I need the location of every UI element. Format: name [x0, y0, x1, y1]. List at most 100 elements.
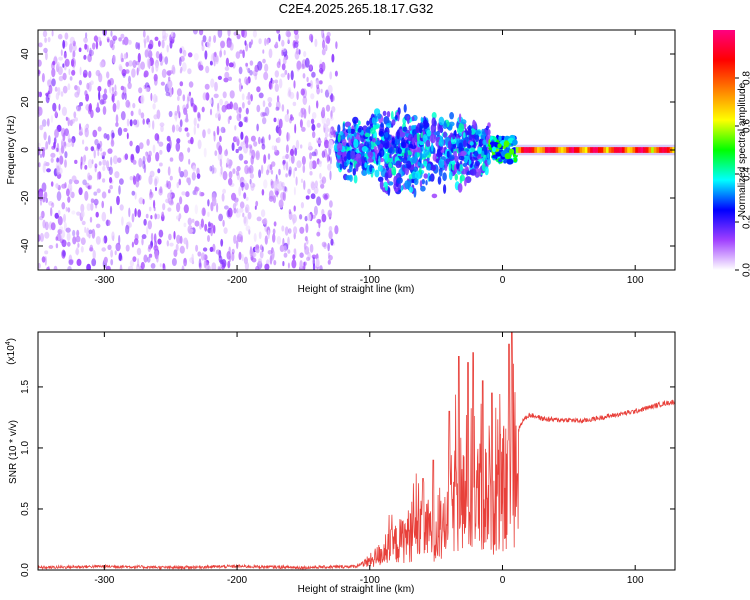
spectrogram-cell	[179, 171, 185, 178]
spectrogram-cell	[119, 65, 123, 72]
spectrogram-cell	[352, 116, 359, 124]
spectrogram-cell	[263, 217, 268, 226]
spectrogram-cell	[437, 125, 444, 133]
spectrogram-cell	[101, 200, 104, 209]
spectrogram-cell	[495, 152, 502, 157]
spectrogram-cell	[309, 160, 313, 170]
spectrogram-cell	[54, 86, 58, 92]
spectrogram-cell	[148, 244, 153, 250]
spectrogram-cell	[38, 106, 43, 116]
spectrogram-cell	[248, 164, 254, 174]
spectrogram-cell	[245, 196, 249, 201]
spectrogram-cell	[109, 185, 113, 190]
spectrogram-cell	[285, 144, 289, 154]
spectrogram-cell	[327, 252, 331, 258]
spectrogram-cell	[270, 169, 274, 175]
spectrogram-cell	[258, 169, 262, 179]
spectrogram-cell	[66, 188, 70, 197]
spectrogram-cell	[77, 243, 80, 248]
spectrogram-cell	[179, 245, 185, 254]
spectrogram-cell	[111, 93, 115, 103]
spectrogram-cell	[71, 57, 76, 68]
spectrogram-cell	[118, 234, 121, 245]
spectrogram-cell	[219, 50, 223, 58]
spectrogram-cell	[198, 64, 204, 71]
spectrogram-cell	[316, 139, 322, 144]
spectrogram-cell	[142, 118, 145, 125]
spectrogram-cell	[324, 139, 330, 149]
spectrogram-cell	[183, 237, 188, 245]
spectrogram-cell	[239, 201, 245, 209]
spectrogram-cell	[114, 171, 120, 179]
spectrogram-cell	[102, 151, 107, 156]
spectrogram-cell	[311, 123, 316, 132]
x-tick-label: -200	[227, 275, 247, 286]
spectrogram-cell	[431, 112, 437, 119]
spectrogram-cell	[101, 211, 107, 222]
spectrogram-cell	[84, 190, 89, 201]
spectrogram-cell	[270, 178, 273, 186]
spectrogram-cell	[451, 147, 454, 154]
spectrogram-cell	[243, 116, 248, 123]
spectrogram-cell	[364, 162, 368, 169]
spectrogram-cell	[462, 139, 467, 148]
spectrogram-cell	[458, 122, 465, 133]
spectrogram-cell	[88, 49, 94, 57]
spectrogram-cell	[491, 154, 498, 159]
spectrogram-cell	[231, 142, 235, 152]
spectrogram-cell	[169, 175, 173, 181]
spectrogram-cell	[327, 128, 332, 133]
spectrogram-cell	[213, 35, 217, 43]
spectrogram-cell	[179, 47, 183, 54]
spectrogram-cell	[262, 100, 266, 108]
spectrogram-cell	[485, 125, 489, 131]
spectrogram-cell	[60, 49, 63, 56]
spectrogram-cell	[184, 118, 189, 123]
spectrogram-cell	[314, 38, 318, 48]
spectrogram-cell	[236, 165, 241, 172]
spectrogram-cell	[125, 99, 130, 108]
spectrogram-cell	[276, 95, 280, 103]
spectrogram-cell	[64, 159, 67, 168]
spectrogram-cell	[269, 164, 273, 171]
spectrogram-cell	[69, 36, 75, 45]
snr-x-ticks: -300 -200 -100 0 100	[94, 332, 644, 586]
spectrogram-cell	[421, 179, 425, 185]
spectrogram-cell	[274, 145, 278, 153]
spectrogram-cell	[110, 139, 115, 147]
spectrogram-cell	[152, 103, 156, 110]
spectrogram-cell	[94, 139, 99, 146]
spectrogram-cell	[121, 69, 127, 77]
spectrogram-cell	[293, 186, 296, 196]
spectrogram-cell	[159, 186, 163, 194]
spectrogram-cell	[41, 182, 47, 192]
spectrogram-cell	[202, 35, 207, 43]
spectrogram-cell	[448, 170, 453, 181]
spectrogram-cell	[217, 75, 222, 80]
spectrogram-cell	[45, 51, 48, 61]
spectrogram-cell	[448, 154, 455, 160]
spectrogram-cell	[239, 207, 244, 213]
spectrogram-cell	[243, 160, 248, 165]
spectrogram-cell	[78, 79, 82, 86]
spectrogram-cell	[209, 60, 213, 66]
spectrogram-cell	[210, 222, 214, 229]
spectrogram-cell	[228, 76, 233, 82]
spectrogram-cell	[216, 125, 220, 136]
spectrogram-cell	[61, 183, 67, 189]
spectrogram-cell	[45, 162, 50, 167]
spectrogram-cell	[45, 197, 48, 203]
spectrogram-cell	[285, 173, 288, 178]
spectrogram-cell	[168, 87, 173, 98]
spectrogram-cell	[85, 182, 90, 188]
spectrogram-cell	[284, 113, 290, 123]
spectrogram-cell	[197, 251, 202, 257]
spectrogram-cell	[296, 160, 302, 169]
spectrogram-cell	[42, 30, 48, 38]
spectrogram-cell	[129, 119, 133, 127]
spectrogram-cell	[384, 172, 389, 181]
spectrogram-cell	[249, 70, 253, 76]
spectrogram-cell	[159, 122, 165, 127]
spectrogram-cell	[95, 211, 99, 218]
